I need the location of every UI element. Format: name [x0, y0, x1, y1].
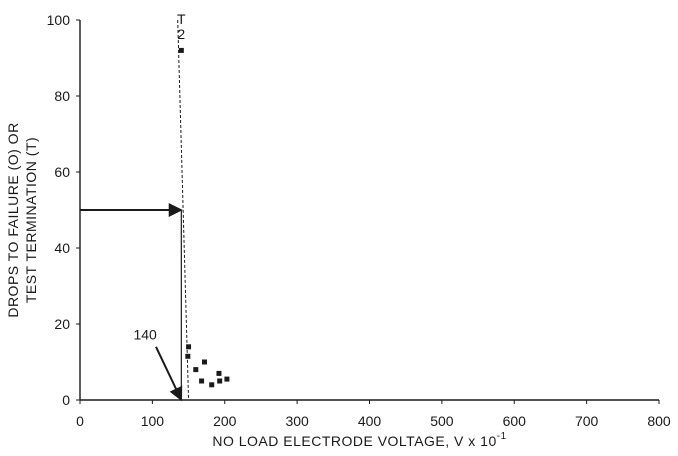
y-tick-label-40: 40: [54, 240, 70, 256]
y-axis-label-line-2: TEST TERMINATION (T): [23, 137, 39, 303]
y-axis-label-line-1: DROPS TO FAILURE (O) OR: [5, 122, 21, 317]
x-tick-label-800: 800: [647, 413, 671, 429]
x-axis-label: NO LOAD ELECTRODE VOLTAGE, V x 10-1: [212, 431, 506, 449]
x-axis-label-main: NO LOAD ELECTRODE VOLTAGE, V x 10: [212, 433, 496, 449]
x-tick-label-400: 400: [358, 413, 382, 429]
reference-lines: [80, 19, 190, 402]
data-point-0-1: [186, 344, 192, 350]
y-tick-label-100: 100: [47, 12, 71, 28]
x-tick-label-600: 600: [503, 413, 527, 429]
x-tick-label-200: 200: [213, 413, 237, 429]
annotation-2: 140: [133, 326, 157, 342]
annotation-1: 2: [177, 26, 185, 42]
axes: 0 100 200 300 400 500 600 700 800 0 20 40 60 80 100: [47, 12, 671, 429]
y-tick-label-0: 0: [62, 392, 70, 408]
axis-labels: NO LOAD ELECTRODE VOLTAGE, V x 10-1 DROPS…: [5, 122, 506, 449]
dashed-fit-line: [177, 19, 190, 401]
pointer-arrow-140: [155, 346, 183, 402]
x-tick-label-500: 500: [430, 413, 454, 429]
x-tick-label-0: 0: [76, 413, 84, 429]
data-points: [178, 47, 230, 388]
y-tick-label-80: 80: [54, 88, 70, 104]
data-point-0-6: [209, 382, 215, 388]
x-tick-label-100: 100: [141, 413, 165, 429]
x-tick-label-700: 700: [575, 413, 599, 429]
data-point-0-2: [185, 353, 191, 359]
data-point-0-5: [199, 378, 205, 384]
data-point-0-7: [216, 370, 222, 376]
data-point-0-4: [201, 359, 207, 365]
annotations: T2 140: [133, 11, 186, 342]
y-tick-label-60: 60: [54, 164, 70, 180]
x-tick-label-300: 300: [285, 413, 309, 429]
data-point-0-8: [217, 378, 223, 384]
y-tick-label-20: 20: [54, 316, 70, 332]
annotation-0: T: [177, 11, 186, 27]
data-point-0-0: [178, 47, 184, 53]
data-point-0-3: [193, 367, 199, 373]
data-point-0-9: [224, 376, 230, 382]
x-axis-label-exponent: -1: [497, 431, 507, 442]
